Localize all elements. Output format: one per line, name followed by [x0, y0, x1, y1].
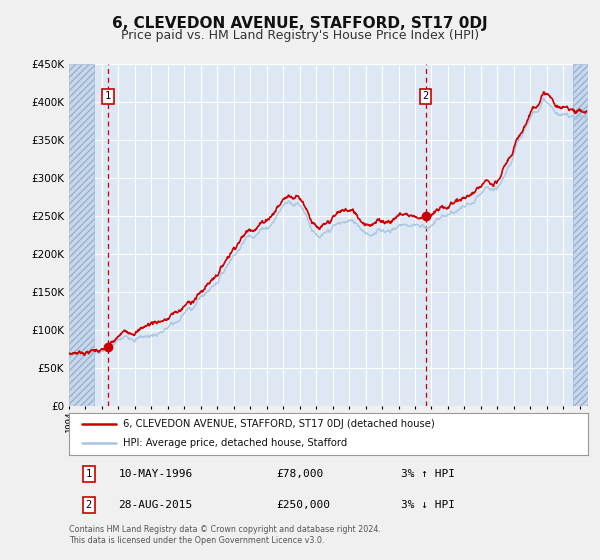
Text: 1: 1 — [86, 469, 92, 479]
Text: 3% ↑ HPI: 3% ↑ HPI — [401, 469, 455, 479]
Text: 2: 2 — [86, 500, 92, 510]
Bar — [573, 64, 588, 406]
Text: 1: 1 — [105, 91, 111, 101]
Text: Contains HM Land Registry data © Crown copyright and database right 2024.
This d: Contains HM Land Registry data © Crown c… — [69, 525, 381, 545]
Text: 3% ↓ HPI: 3% ↓ HPI — [401, 500, 455, 510]
Text: £78,000: £78,000 — [277, 469, 324, 479]
Text: 28-AUG-2015: 28-AUG-2015 — [118, 500, 193, 510]
Text: £250,000: £250,000 — [277, 500, 331, 510]
Text: 10-MAY-1996: 10-MAY-1996 — [118, 469, 193, 479]
Text: 2: 2 — [422, 91, 429, 101]
Text: 6, CLEVEDON AVENUE, STAFFORD, ST17 0DJ (detached house): 6, CLEVEDON AVENUE, STAFFORD, ST17 0DJ (… — [124, 419, 435, 429]
Bar — [69, 64, 94, 406]
Text: 6, CLEVEDON AVENUE, STAFFORD, ST17 0DJ: 6, CLEVEDON AVENUE, STAFFORD, ST17 0DJ — [112, 16, 488, 31]
Text: Price paid vs. HM Land Registry's House Price Index (HPI): Price paid vs. HM Land Registry's House … — [121, 29, 479, 42]
Text: HPI: Average price, detached house, Stafford: HPI: Average price, detached house, Staf… — [124, 438, 348, 449]
